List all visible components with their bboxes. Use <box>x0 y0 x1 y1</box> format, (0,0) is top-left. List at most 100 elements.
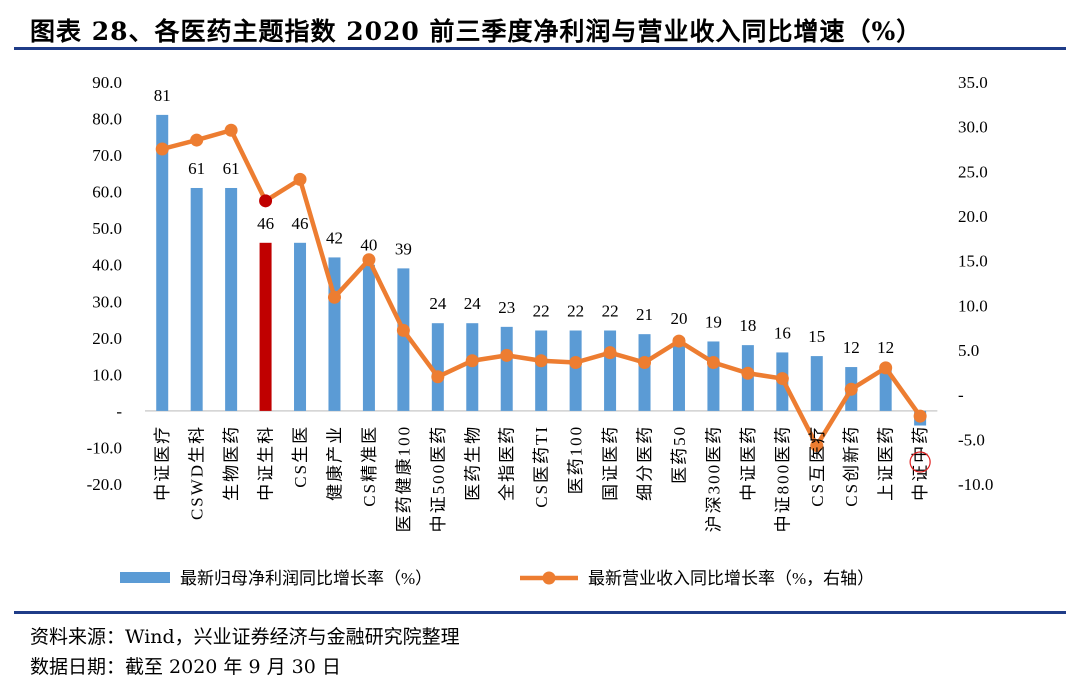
x-axis-category-label: 医药生物 <box>463 425 482 501</box>
x-axis-category-label: 国证医药 <box>601 425 620 501</box>
x-axis-category-label: 健康产业 <box>325 425 344 501</box>
bar <box>259 242 272 411</box>
bar <box>225 187 238 411</box>
line-point <box>603 346 617 360</box>
right-axis-tick: 30.0 <box>958 118 988 137</box>
line-point <box>293 172 307 186</box>
annotation-circle <box>909 451 931 473</box>
bar <box>397 268 410 411</box>
line-point <box>396 323 410 337</box>
legend-bar-swatch <box>120 572 170 583</box>
right-axis-tick: 15.0 <box>958 252 988 271</box>
left-axis-tick: 70.0 <box>92 146 122 165</box>
bar-data-label: 19 <box>705 312 722 331</box>
legend-line-label: 最新营业收入同比增长率（%，右轴） <box>588 569 874 588</box>
x-axis-category-label: 医药50 <box>670 425 689 484</box>
bar <box>707 341 720 411</box>
bar <box>535 330 548 411</box>
bar-data-label: 40 <box>360 236 377 255</box>
x-axis-category-label: 中证800医药 <box>773 425 792 532</box>
bar-data-label: 22 <box>567 302 584 321</box>
left-axis-tick: 60.0 <box>92 183 122 202</box>
footer-rule <box>14 611 1066 614</box>
line-point <box>465 354 479 368</box>
x-axis-category-label: CS创新药 <box>842 425 861 507</box>
left-axis-tick: 80.0 <box>92 110 122 129</box>
bar-data-label: 21 <box>636 305 653 324</box>
left-axis-tick: 20.0 <box>92 329 122 348</box>
x-axis-category-label: CS精准医 <box>360 425 379 507</box>
right-axis-tick: 10.0 <box>958 296 988 315</box>
chart-title: 图表 28、各医药主题指数 2020 前三季度净利润与营业收入同比增速（%） <box>30 17 923 46</box>
bar-data-label: 24 <box>464 294 482 313</box>
bar <box>500 326 513 411</box>
left-axis-tick: 50.0 <box>92 219 122 238</box>
bar-data-label: 20 <box>670 309 687 328</box>
x-axis-category-label: 细分医药 <box>636 425 655 501</box>
bar-data-label: 46 <box>257 214 274 233</box>
legend-bar-label: 最新归母净利润同比增长率（%） <box>180 569 432 588</box>
x-axis-category-label: 上证医药 <box>877 425 896 501</box>
right-axis-tick: 20.0 <box>958 207 988 226</box>
bar-data-label: 22 <box>602 302 619 321</box>
bar <box>810 356 823 411</box>
bar <box>569 330 582 411</box>
bar-data-label: 23 <box>498 298 515 317</box>
x-axis-category-label: 中证医药 <box>739 425 758 501</box>
line-point <box>362 253 376 267</box>
bar <box>190 187 203 411</box>
left-axis-tick: - <box>116 402 122 421</box>
left-axis-tick: 30.0 <box>92 292 122 311</box>
x-axis-category-label: 中证医疗 <box>153 425 172 501</box>
x-axis-category-label: CSWD生科 <box>188 425 207 520</box>
line-point <box>638 356 652 370</box>
right-axis-tick: -10.0 <box>958 475 993 494</box>
bar-data-label: 46 <box>292 214 309 233</box>
left-axis-tick: 40.0 <box>92 256 122 275</box>
left-axis-tick: -10.0 <box>87 438 122 457</box>
line-point <box>190 133 204 147</box>
line-point <box>569 356 583 370</box>
x-axis-category-label: 医药100 <box>567 425 586 495</box>
line-point <box>259 194 273 208</box>
line-point <box>500 348 514 362</box>
x-axis-category-label: 中证500医药 <box>429 425 448 532</box>
right-axis-tick: 35.0 <box>958 73 988 92</box>
x-axis-category-label: CS互医疗 <box>808 425 827 507</box>
bar <box>879 367 892 411</box>
bar-data-label: 12 <box>843 338 860 357</box>
date-note: 数据日期：截至 2020 年 9 月 30 日 <box>30 656 341 678</box>
line-point <box>775 372 789 386</box>
line-point <box>810 439 824 453</box>
x-axis-category-label: 全指医药 <box>498 425 517 501</box>
source-note: 资料来源：Wind，兴业证券经济与金融研究院整理 <box>30 626 460 648</box>
bar-data-label: 15 <box>808 327 825 346</box>
bar-data-label: 61 <box>223 159 240 178</box>
bar <box>156 114 169 411</box>
bar <box>672 337 685 411</box>
right-axis-tick: 25.0 <box>958 162 988 181</box>
line-point <box>706 356 720 370</box>
legend-line-marker <box>542 571 556 585</box>
bar-data-label: 42 <box>326 228 343 247</box>
bar <box>638 334 651 411</box>
right-axis-tick: - <box>958 386 964 405</box>
line-point <box>155 142 169 156</box>
right-axis-tick: -5.0 <box>958 430 985 449</box>
line-point <box>913 409 927 423</box>
bar-data-label: 22 <box>533 302 550 321</box>
bar <box>294 242 307 411</box>
bar-data-label: 81 <box>154 86 171 105</box>
bar-data-label: 12 <box>877 338 894 357</box>
x-axis-category-label: 沪深300医药 <box>704 425 723 532</box>
bar-data-label: 18 <box>739 316 756 335</box>
line-point <box>431 370 445 384</box>
line-point <box>844 382 858 396</box>
title-rule <box>14 47 1066 50</box>
x-axis-category-label: CS医药TI <box>532 425 551 508</box>
line-point <box>534 354 548 368</box>
x-axis-category-label: 中证生科 <box>257 425 276 501</box>
line-point <box>672 334 686 348</box>
bar <box>431 323 444 411</box>
